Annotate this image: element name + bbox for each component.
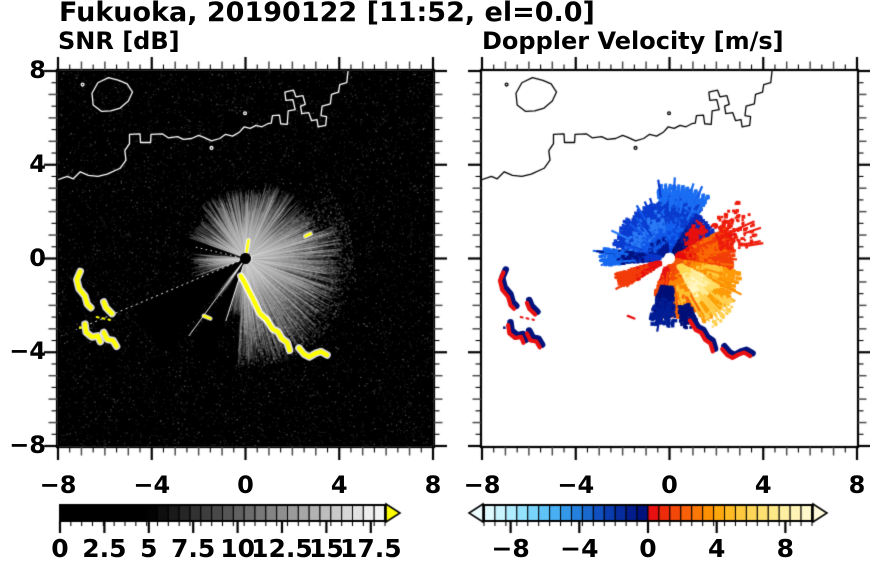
x-tick-label: −4 <box>133 471 171 499</box>
y-tick-label: 8 <box>29 56 46 84</box>
x-tick-label: 4 <box>330 471 348 499</box>
velocity-colorbar-label: 8 <box>776 534 795 563</box>
snr-colorbar-label: 17.5 <box>339 534 402 563</box>
x-tick-label: −8 <box>463 471 501 499</box>
x-tick-label: 0 <box>237 471 254 499</box>
x-tick-label: 4 <box>754 471 772 499</box>
velocity-panel-title: Doppler Velocity [m/s] <box>482 27 784 55</box>
x-tick-label: 8 <box>848 471 866 499</box>
x-tick-label: −8 <box>39 471 77 499</box>
y-tick-label: 4 <box>29 149 46 178</box>
x-tick-label: 0 <box>661 471 678 499</box>
y-tick-label: −4 <box>9 337 46 366</box>
y-tick-label: −8 <box>9 431 46 459</box>
doppler-velocity-map-canvas <box>482 71 857 446</box>
x-tick-label: −4 <box>557 471 595 499</box>
snr-map-canvas <box>58 71 433 446</box>
figure-title: Fukuoka, 20190122 [11:52, el=0.0] <box>59 0 595 28</box>
y-tick-label: 0 <box>29 243 46 272</box>
snr-panel-title: SNR [dB] <box>58 27 180 55</box>
